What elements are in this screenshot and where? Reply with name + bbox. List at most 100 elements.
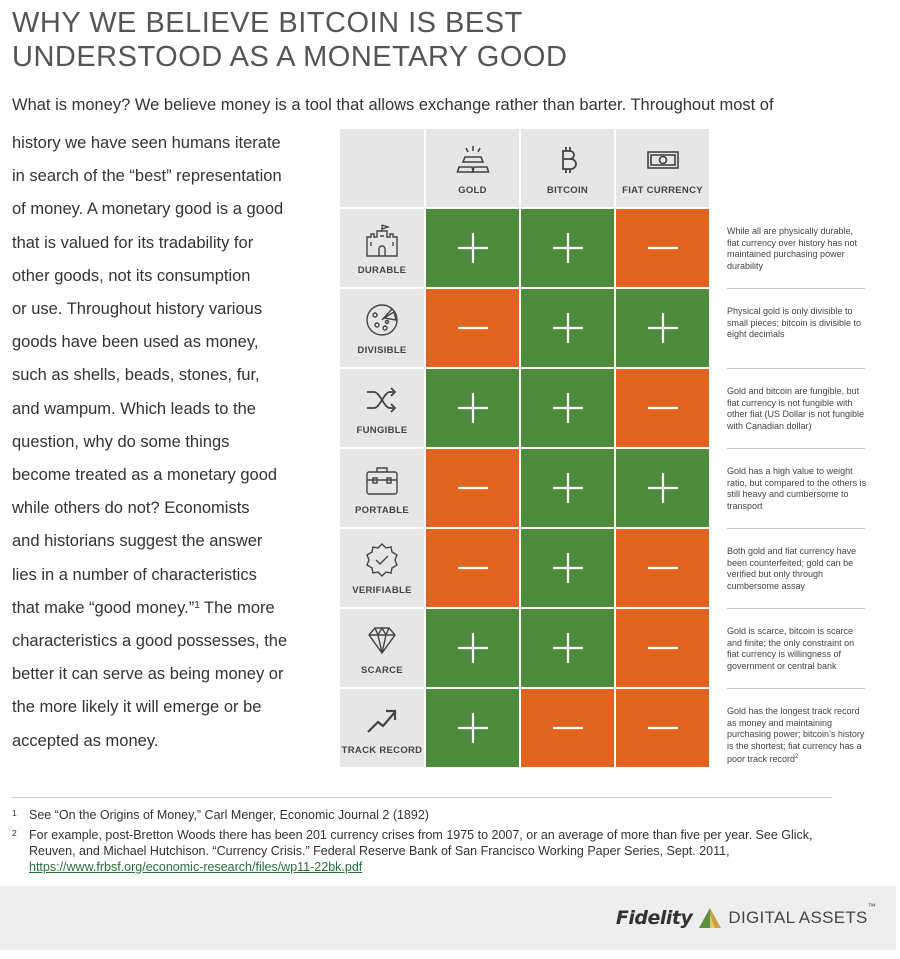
- rating-cell: [521, 289, 614, 367]
- footnote-2: 2 For example, post-Bretton Woods there …: [12, 827, 832, 875]
- rating-cell: [521, 689, 614, 767]
- row-label: PORTABLE: [355, 505, 409, 516]
- brand-logo[interactable]: Fidelity DIGITAL ASSETS™: [615, 902, 876, 932]
- title-line-1: WHY WE BELIEVE BITCOIN IS BEST: [12, 7, 523, 39]
- body-line: the more likely it will emerge or be: [12, 698, 262, 717]
- check-badge-icon: [363, 541, 401, 579]
- rating-cell: [616, 689, 709, 767]
- plus-icon: [552, 553, 583, 583]
- body-text: history we have seen humans iterate in s…: [12, 127, 332, 758]
- castle-icon: [363, 221, 401, 259]
- minus-icon: [647, 246, 678, 250]
- row-note: Both gold and fiat currency have been co…: [727, 546, 857, 591]
- plus-icon: [457, 233, 488, 263]
- body-line: goods have been used as money,: [12, 333, 259, 352]
- rating-cell: [616, 609, 709, 687]
- trend-up-icon: [363, 701, 401, 739]
- body-line: history we have seen humans iterate: [12, 134, 281, 152]
- footnote-text: For example, post-Bretton Woods there ha…: [29, 828, 813, 858]
- note-divider: [727, 288, 865, 289]
- rating-cell: [426, 209, 519, 287]
- row-note: Gold has a high value to weight ratio, b…: [727, 466, 867, 511]
- minus-icon: [647, 646, 678, 650]
- body-line: or use. Throughout history various: [12, 300, 263, 319]
- rating-cell: [521, 369, 614, 447]
- body-line: better it can serve as being money or: [12, 665, 284, 684]
- rating-cell: [521, 449, 614, 527]
- plus-icon: [647, 313, 678, 343]
- rating-cell: [426, 689, 519, 767]
- minus-icon: [457, 486, 488, 490]
- brand-name: Fidelity: [615, 907, 693, 929]
- rating-cell: [426, 609, 519, 687]
- row-header-verifiable: VERIFIABLE: [340, 529, 424, 607]
- body-line: such as shells, beads, stones, fur,: [12, 366, 260, 385]
- note-divider: [727, 608, 865, 609]
- rating-cell: [521, 529, 614, 607]
- plus-icon: [552, 633, 583, 663]
- row-header-track-record: TRACK RECORD: [340, 689, 424, 767]
- pyramid-logo-icon: [699, 908, 722, 928]
- row-header-fungible: FUNGIBLE: [340, 369, 424, 447]
- rating-cell: [426, 449, 519, 527]
- rating-cell: [616, 289, 709, 367]
- column-header-gold: GOLD: [426, 129, 519, 207]
- note-divider: [727, 688, 865, 689]
- body-line: and historians suggest the answer: [12, 532, 263, 551]
- diamond-icon: [363, 621, 401, 659]
- body-line: other goods, not its consumption: [12, 266, 251, 285]
- body-line: characteristics a good possesses, the: [12, 632, 288, 651]
- row-label: FUNGIBLE: [356, 425, 408, 436]
- gold-bars-icon: [455, 143, 490, 177]
- note-divider: [727, 528, 865, 529]
- rating-cell: [521, 209, 614, 287]
- footnote-divider: [12, 797, 832, 798]
- row-note: Gold is scarce, bitcoin is scarce and fi…: [727, 626, 855, 671]
- matrix-corner: [340, 129, 424, 207]
- row-label: DIVISIBLE: [357, 345, 407, 356]
- body-line: lies in a number of characteristics: [12, 565, 257, 584]
- body-line: question, why do some things: [12, 432, 230, 451]
- note-divider: [727, 448, 865, 449]
- rating-cell: [521, 609, 614, 687]
- body-line: become treated as a monetary good: [12, 466, 278, 485]
- row-note: Gold and bitcoin are fungible, but fiat …: [727, 386, 865, 431]
- brand-suffix: DIGITAL ASSETS™: [728, 902, 876, 927]
- body-line: accepted as money.: [12, 731, 159, 750]
- minus-icon: [647, 406, 678, 410]
- footnote-ref-2[interactable]: 2: [795, 754, 799, 760]
- body-line-tail: The more: [199, 598, 275, 617]
- rating-cell: [616, 209, 709, 287]
- rating-cell: [616, 369, 709, 447]
- minus-icon: [647, 726, 678, 730]
- footnote-1: 1 See “On the Origins of Money,” Carl Me…: [12, 807, 832, 823]
- title-line-2: UNDERSTOOD AS A MONETARY GOOD: [12, 41, 568, 73]
- note-divider: [727, 368, 865, 369]
- bitcoin-icon: [551, 143, 585, 177]
- characteristics-matrix: GOLD BITCOIN FIAT CURRENCY DURABLE DIVISIBLE…: [340, 129, 712, 771]
- plus-icon: [457, 393, 488, 423]
- shuffle-icon: [363, 381, 401, 419]
- plus-icon: [552, 473, 583, 503]
- plus-icon: [552, 393, 583, 423]
- minus-icon: [647, 566, 678, 570]
- footnote-text: See “On the Origins of Money,” Carl Meng…: [29, 808, 429, 822]
- body-line: that is valued for its tradability for: [12, 233, 254, 252]
- footnote-number: 1: [12, 808, 17, 818]
- rating-cell: [616, 449, 709, 527]
- footnote-link[interactable]: https://www.frbsf.org/economic-research/…: [29, 860, 363, 874]
- body-line: in search of the “best” representation: [12, 167, 282, 186]
- column-label: FIAT CURRENCY: [622, 185, 703, 196]
- row-label: TRACK RECORD: [341, 745, 423, 756]
- pizza-icon: [363, 301, 401, 339]
- body-line: while others do not? Economists: [12, 499, 250, 518]
- column-label: GOLD: [458, 185, 487, 196]
- row-label: VERIFIABLE: [352, 585, 412, 596]
- row-note: Physical gold is only divisible to small…: [727, 306, 862, 339]
- row-header-portable: PORTABLE: [340, 449, 424, 527]
- column-header-bitcoin: BITCOIN: [521, 129, 614, 207]
- banknote-icon: [646, 143, 680, 177]
- intro-text: What is money? We believe money is a too…: [12, 96, 774, 114]
- footnote-ref-1[interactable]: 1: [194, 599, 200, 611]
- briefcase-icon: [363, 461, 401, 499]
